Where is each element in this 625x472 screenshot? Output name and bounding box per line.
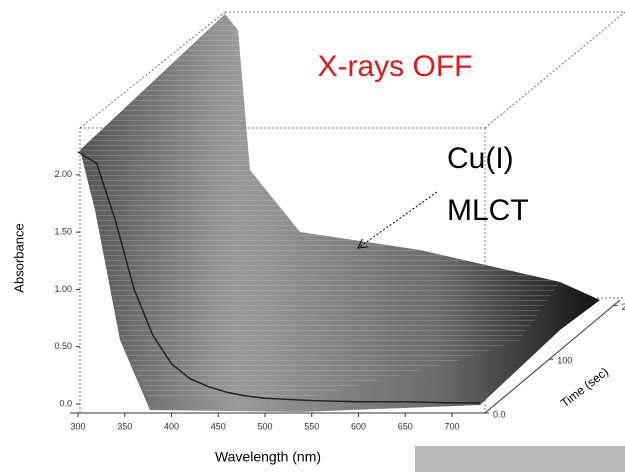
y-tick-label: 0.50 xyxy=(54,341,72,351)
inset-image xyxy=(415,446,625,472)
x-tick-label: 650 xyxy=(398,421,413,431)
x-tick-label: 550 xyxy=(304,421,319,431)
x-tick-label: 700 xyxy=(444,421,459,431)
annotation: X-rays OFF xyxy=(318,50,473,83)
z-tick-label: 200 xyxy=(622,302,625,312)
y-tick-label: 2.00 xyxy=(54,169,72,179)
label-line: Cu(I) xyxy=(447,142,514,175)
x-tick-label: 400 xyxy=(164,421,179,431)
page: X-rays OFF Cu(I) MLCT Wavelength (nm) Ab… xyxy=(0,0,625,472)
y-tick-label: 0.0 xyxy=(59,398,72,408)
y-tick-label: 1.00 xyxy=(54,284,72,294)
z-tick-label: 100 xyxy=(557,356,572,366)
x-tick-label: 350 xyxy=(117,421,132,431)
x-axis-label: Wavelength (nm) xyxy=(215,449,321,465)
x-tick-label: 600 xyxy=(351,421,366,431)
z-axis-label: Time (sec) xyxy=(558,365,611,411)
y-tick-label: 1.50 xyxy=(54,227,72,237)
z-tick-label: 0.0 xyxy=(493,409,506,419)
y-axis-label: Absorbance xyxy=(11,223,26,292)
x-tick-label: 300 xyxy=(71,421,86,431)
x-tick-label: 500 xyxy=(257,421,272,431)
chart: X-rays OFF Cu(I) MLCT Wavelength (nm) Ab… xyxy=(0,0,625,472)
label-line: MLCT xyxy=(447,194,529,227)
x-tick-label: 450 xyxy=(211,421,226,431)
arrow xyxy=(358,192,437,248)
